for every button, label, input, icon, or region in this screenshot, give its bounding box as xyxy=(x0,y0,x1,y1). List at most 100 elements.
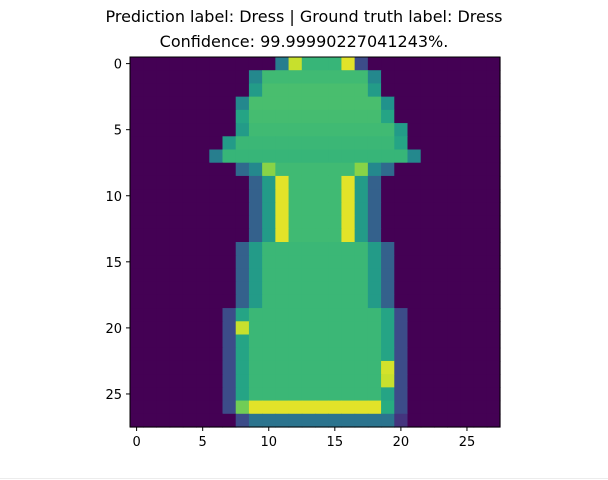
heatmap-cell xyxy=(315,360,329,375)
heatmap-cell xyxy=(341,162,356,177)
heatmap-cell xyxy=(222,334,237,349)
heatmap-cell xyxy=(130,96,144,111)
heatmap-cell xyxy=(235,57,250,71)
heatmap-cell xyxy=(248,242,263,256)
heatmap-cell xyxy=(288,255,303,270)
heatmap-cell xyxy=(407,374,422,388)
heatmap-cell xyxy=(394,268,409,283)
heatmap-cell xyxy=(486,413,501,428)
heatmap-cell xyxy=(288,175,303,190)
heatmap-cell xyxy=(328,294,343,309)
heatmap-cell xyxy=(130,70,144,85)
heatmap-cell xyxy=(143,228,158,243)
heatmap-cell xyxy=(196,294,210,309)
heatmap-cell xyxy=(156,70,171,85)
heatmap-cell xyxy=(433,374,448,388)
heatmap-cell xyxy=(196,321,210,336)
heatmap-cell xyxy=(275,202,290,217)
heatmap-cell xyxy=(433,387,448,402)
heatmap-cell xyxy=(420,96,435,111)
heatmap-cell xyxy=(315,228,329,243)
heatmap-cell xyxy=(196,83,210,98)
heatmap-cell xyxy=(143,347,158,362)
heatmap-cell xyxy=(420,70,435,85)
heatmap-cell xyxy=(328,347,343,362)
heatmap-cell xyxy=(394,57,409,71)
heatmap-cell xyxy=(156,202,171,217)
heatmap-cell xyxy=(367,136,382,151)
heatmap-cell xyxy=(130,374,144,388)
heatmap-cell xyxy=(367,294,382,309)
heatmap-cell xyxy=(209,96,224,111)
heatmap-cell xyxy=(248,228,263,243)
heatmap-cell xyxy=(262,294,276,309)
heatmap-cell xyxy=(354,268,369,283)
heatmap-cell xyxy=(381,255,395,270)
heatmap-cell xyxy=(473,334,488,349)
heatmap-cell xyxy=(288,70,303,85)
heatmap-cell xyxy=(143,374,158,388)
heatmap-cell xyxy=(367,387,382,402)
heatmap-cell xyxy=(394,123,409,137)
heatmap-cell xyxy=(262,255,276,270)
heatmap-cell xyxy=(182,189,197,203)
heatmap-cell xyxy=(262,175,276,190)
heatmap-cell xyxy=(486,400,501,415)
heatmap-cell xyxy=(447,96,461,111)
heatmap-cell xyxy=(196,149,210,164)
heatmap-cell xyxy=(433,96,448,111)
heatmap-cell xyxy=(196,360,210,375)
heatmap-cell xyxy=(235,70,250,85)
heatmap-cell xyxy=(275,374,290,388)
heatmap-cell xyxy=(486,123,501,137)
heatmap-cell xyxy=(341,96,356,111)
heatmap-cell xyxy=(262,281,276,296)
heatmap-cell xyxy=(156,149,171,164)
heatmap-cell xyxy=(420,228,435,243)
heatmap-cell xyxy=(209,281,224,296)
heatmap-cell xyxy=(367,255,382,270)
heatmap-cell xyxy=(235,268,250,283)
heatmap-cell xyxy=(394,70,409,85)
heatmap-cell xyxy=(209,308,224,322)
heatmap-cell xyxy=(433,57,448,71)
heatmap-cell xyxy=(315,96,329,111)
heatmap-cell xyxy=(275,294,290,309)
heatmap-cell xyxy=(433,308,448,322)
heatmap-cell xyxy=(222,136,237,151)
heatmap-cell xyxy=(209,268,224,283)
heatmap-cell xyxy=(143,255,158,270)
heatmap-cell xyxy=(473,308,488,322)
heatmap-cell xyxy=(420,281,435,296)
heatmap-cell xyxy=(169,189,184,203)
heatmap-cell xyxy=(248,347,263,362)
heatmap-cell xyxy=(328,374,343,388)
y-tick-label: 15 xyxy=(105,256,122,271)
heatmap-cell xyxy=(288,96,303,111)
heatmap-cell xyxy=(381,294,395,309)
heatmap-cell xyxy=(341,387,356,402)
heatmap-cell xyxy=(394,400,409,415)
heatmap-cell xyxy=(235,374,250,388)
heatmap-cell xyxy=(447,308,461,322)
heatmap-cell xyxy=(235,242,250,256)
plot-frame xyxy=(129,56,501,428)
heatmap-cell xyxy=(420,321,435,336)
heatmap-cell xyxy=(315,202,329,217)
heatmap-cell xyxy=(341,202,356,217)
heatmap-cell xyxy=(288,400,303,415)
heatmap-cell xyxy=(328,175,343,190)
heatmap-cell xyxy=(130,109,144,124)
heatmap-cell xyxy=(315,70,329,85)
heatmap-cell xyxy=(460,215,475,230)
heatmap-cell xyxy=(222,360,237,375)
x-tick-label: 25 xyxy=(459,435,476,450)
heatmap-cell xyxy=(301,215,316,230)
heatmap-cell xyxy=(354,400,369,415)
heatmap-cell xyxy=(486,70,501,85)
heatmap-cell xyxy=(341,360,356,375)
heatmap-cell xyxy=(447,374,461,388)
heatmap-cell xyxy=(262,215,276,230)
heatmap-cell xyxy=(381,308,395,322)
heatmap-cell xyxy=(130,308,144,322)
